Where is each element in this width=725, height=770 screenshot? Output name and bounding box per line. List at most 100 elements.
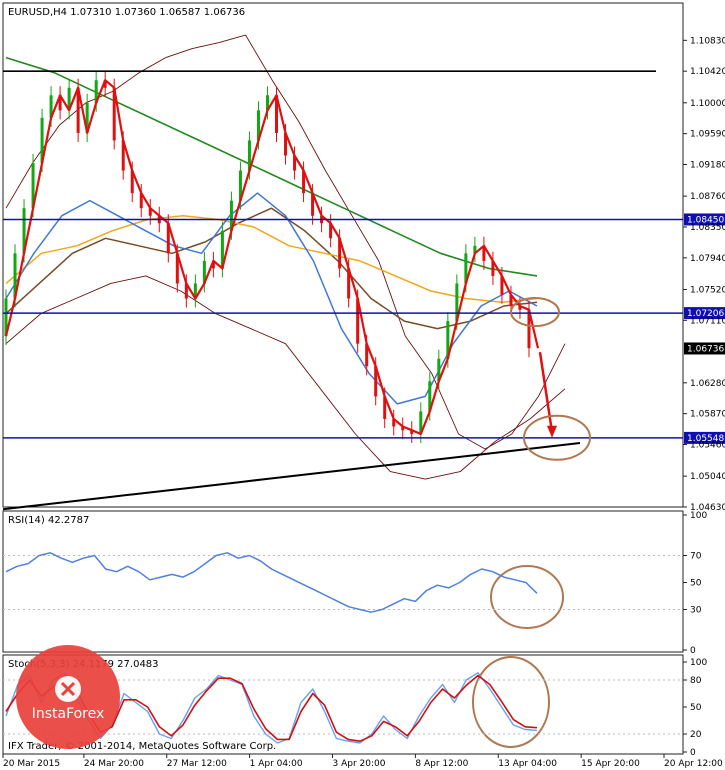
candle-body	[284, 132, 288, 156]
candle-body	[184, 283, 188, 299]
candle-body	[76, 87, 80, 133]
candle-body	[139, 193, 143, 209]
candle-body	[103, 80, 107, 88]
axis-layer: 1.10830 1.10420 1.10000 1.09590 1.09180 1.087…	[2, 36, 725, 769]
candle-body	[392, 418, 396, 427]
candle-body	[428, 381, 432, 412]
candle-body	[374, 366, 378, 397]
highlight-ellipse-top	[510, 297, 560, 328]
candle-body	[265, 95, 269, 111]
brand-text: InstaForex	[32, 706, 105, 722]
rsi-pane[interactable]	[2, 510, 684, 653]
candle-body	[302, 170, 306, 194]
rsi-tick-label: 50	[690, 579, 702, 589]
level-label-box	[684, 213, 725, 226]
candle-body	[410, 430, 414, 434]
highlight-ellipse-stoch	[472, 656, 550, 748]
price-tick-label: 1.08760	[690, 192, 725, 202]
price-tick-label: 1.05460	[690, 441, 725, 451]
price-tick-label: 1.10000	[690, 99, 725, 109]
price-tick-label: 1.07520	[690, 285, 725, 295]
price-line-layer	[4, 79, 540, 436]
price-tick-label: 1.05870	[690, 410, 725, 420]
candle-body	[40, 117, 44, 164]
candle-body	[482, 245, 486, 261]
price-tick-label: 1.07110	[690, 316, 725, 326]
price-tick-label: 1.07940	[690, 254, 725, 264]
rsi-tick-label: 100	[690, 511, 707, 521]
candle-body	[121, 140, 125, 171]
annotation-layer	[472, 297, 591, 748]
candle-body	[527, 309, 531, 349]
price-tick-label: 1.08350	[690, 223, 725, 233]
bollinger-lower-line	[5, 275, 566, 480]
stoch-tick-label: 0	[690, 748, 696, 758]
stoch-tick-label: 20	[690, 730, 702, 740]
candle-body	[238, 170, 242, 201]
candle-body	[500, 275, 504, 295]
candle-body	[175, 253, 179, 284]
candle-body	[455, 283, 459, 322]
price-tick-label: 1.04630	[690, 503, 725, 513]
candle-body	[446, 321, 450, 359]
candle-body	[275, 95, 279, 133]
time-tick-label: 1 Apr 04:00	[250, 759, 303, 769]
price-tick-label: 1.05040	[690, 472, 725, 482]
candle-body	[220, 230, 224, 269]
copyright-text: IFX Trader, © 2001-2014, MetaQuotes Soft…	[8, 741, 276, 752]
current-price-box	[684, 342, 725, 355]
rsi-tick-label: 70	[690, 552, 702, 562]
forecast-arrow	[538, 351, 554, 432]
level-label: 1.05548	[687, 434, 724, 444]
price-tick-label: 1.06280	[690, 379, 725, 389]
candle-body	[347, 268, 351, 299]
candle-body	[130, 170, 134, 194]
candle-body	[365, 343, 369, 367]
level-label-box	[684, 431, 725, 444]
time-tick-label: 3 Apr 20:00	[333, 759, 386, 769]
candle-body	[229, 200, 233, 231]
stoch-tick-label: 100	[690, 658, 707, 668]
candle-body	[293, 155, 297, 171]
candle-body	[22, 208, 26, 254]
support-trend-line	[2, 442, 581, 511]
highlight-ellipse-target	[523, 414, 591, 461]
candle-body	[311, 193, 315, 216]
highlight-ellipse-rsi	[490, 565, 564, 629]
forecast-arrowhead	[547, 425, 557, 438]
candle-body	[356, 298, 360, 344]
candle-body	[509, 294, 513, 307]
candle-body	[383, 396, 387, 419]
candle-body	[49, 95, 53, 118]
level-label: 1.07206	[687, 309, 724, 319]
candle-body	[112, 87, 116, 141]
candle-body	[518, 306, 522, 310]
level-label: 1.08450	[687, 215, 724, 225]
candle-body	[31, 163, 35, 209]
price-pane[interactable]	[2, 2, 684, 508]
stoch-tick-label: 80	[690, 676, 702, 686]
candle-body	[4, 298, 8, 337]
level-label-box	[684, 307, 725, 320]
ma-green-line	[5, 56, 538, 277]
symbol-header: EURUSD,H4 1.07310 1.07360 1.06587 1.0673…	[8, 7, 245, 18]
rsi-tick-label: 0	[690, 646, 696, 656]
candle-body	[94, 80, 98, 103]
price-line	[4, 79, 540, 436]
price-tick-label: 1.10830	[690, 36, 725, 46]
rsi-header: RSI(14) 42.2787	[8, 515, 89, 526]
candle-body	[473, 245, 477, 254]
candle-body	[13, 253, 17, 299]
time-tick-label: 15 Apr 20:00	[581, 759, 640, 769]
candle-body	[211, 260, 215, 269]
candle-body	[148, 208, 152, 216]
price-tick-label: 1.10420	[690, 67, 725, 77]
candle-body	[166, 223, 170, 254]
time-tick-label: 24 Mar 20:00	[84, 759, 144, 769]
price-tick-label: 1.09180	[690, 161, 725, 171]
levels-layer: 1.08450 1.07206 1.05548 1.06736	[2, 70, 725, 511]
candle-body	[247, 140, 251, 171]
candle-body	[256, 110, 260, 141]
candle-body	[419, 411, 423, 434]
